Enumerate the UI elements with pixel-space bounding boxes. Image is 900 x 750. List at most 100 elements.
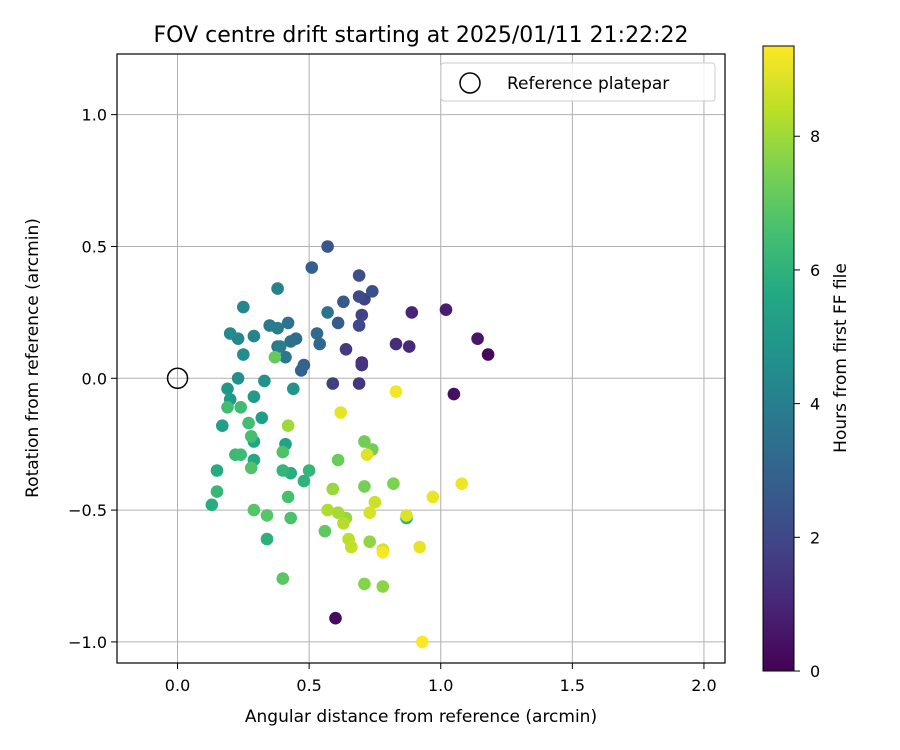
scatter-point	[268, 350, 282, 364]
scatter-point	[355, 308, 369, 322]
scatter-point	[439, 303, 453, 317]
x-tick-label: 1.5	[560, 676, 585, 695]
scatter-point	[271, 321, 284, 335]
plot-frame	[116, 53, 726, 664]
scatter-point	[334, 406, 348, 419]
scatter-point	[389, 385, 403, 398]
scatter-point	[337, 295, 350, 309]
scatter-point	[237, 300, 250, 314]
scatter-point	[279, 350, 292, 364]
scatter-point	[273, 340, 287, 353]
scatter-point	[337, 517, 350, 530]
legend-box	[440, 62, 716, 102]
scatter-point	[360, 448, 374, 462]
scatter-point	[352, 377, 366, 390]
scatter-point	[331, 316, 345, 330]
grid-lines	[117, 54, 725, 663]
scatter-point	[481, 348, 495, 361]
scatter-point	[221, 382, 234, 396]
scatter-point	[302, 464, 316, 477]
scatter-point	[447, 387, 461, 401]
y-tick-label: 0.5	[82, 237, 107, 256]
y-tick-label: −0.5	[68, 501, 107, 520]
scatter-point	[376, 546, 390, 559]
scatter-point	[426, 490, 440, 504]
scatter-point	[284, 511, 298, 525]
scatter-point	[284, 335, 298, 348]
scatter-point	[247, 503, 261, 517]
scatter-point	[339, 343, 353, 356]
scatter-point	[247, 390, 261, 404]
scatter-point	[271, 282, 284, 295]
scatter-point	[355, 358, 369, 372]
x-tick-label: 2.0	[691, 676, 716, 695]
scatter-point	[205, 498, 219, 512]
scatter-point	[281, 419, 295, 433]
colorbar-tick-label: 0	[810, 662, 820, 681]
scatter-point	[276, 464, 290, 477]
colorbar-ticks: 0 2 4 6 8	[794, 127, 820, 681]
scatter-point	[255, 411, 269, 425]
scatter-point	[326, 482, 340, 496]
data-points	[166, 240, 495, 649]
y-axis-label: Rotation from reference (arcmin)	[23, 218, 43, 498]
scatter-point	[413, 540, 427, 554]
scatter-point	[352, 290, 366, 303]
scatter-point	[242, 416, 255, 430]
x-tick-label: 0.0	[165, 676, 190, 695]
scatter-point	[321, 306, 334, 319]
scatter-point	[329, 611, 342, 625]
scatter-point	[244, 430, 258, 443]
scatter-point	[387, 477, 400, 491]
scatter-point	[305, 261, 319, 274]
scatter-point	[321, 503, 334, 517]
scatter-point	[455, 477, 469, 491]
scatter-point	[376, 580, 390, 593]
scatter-point	[244, 461, 258, 475]
scatter-point	[297, 474, 311, 488]
scatter-point	[331, 453, 345, 467]
scatter-point	[234, 448, 247, 462]
colorbar-tick-label: 6	[810, 261, 820, 280]
scatter-point	[237, 348, 250, 361]
scatter-point	[260, 532, 274, 546]
colorbar-gradient	[762, 45, 795, 672]
y-tick-label: 0.0	[82, 369, 107, 388]
scatter-point	[276, 572, 290, 585]
y-tick-label: −1.0	[68, 633, 107, 652]
legend: Reference platepar	[440, 62, 716, 102]
scatter-point	[363, 535, 377, 548]
scatter-point	[352, 319, 366, 332]
x-tick-label: 0.5	[296, 676, 321, 695]
scatter-point	[258, 374, 271, 388]
scatter-point	[368, 495, 382, 509]
scatter-point	[281, 316, 295, 330]
scatter-point	[352, 269, 366, 282]
scatter-point	[389, 337, 403, 351]
scatter-point	[400, 509, 413, 522]
scatter-point	[216, 419, 229, 433]
scatter-point	[221, 401, 234, 414]
scatter-point	[326, 377, 340, 390]
scatter-point	[402, 340, 416, 353]
scatter-point	[276, 445, 290, 459]
x-tick-label: 1.0	[428, 676, 453, 695]
legend-marker-reference	[459, 72, 481, 94]
x-axis-ticks: 0.0 0.5 1.0 1.5 2.0	[165, 663, 717, 695]
scatter-point	[281, 490, 295, 504]
x-axis-label: Angular distance from reference (arcmin)	[245, 707, 597, 727]
colorbar-label: Hours from first FF file	[831, 263, 851, 453]
scatter-point	[231, 372, 245, 385]
y-axis-ticks: −1.0 −0.5 0.0 0.5 1.0	[68, 106, 117, 652]
colorbar-tick-label: 2	[810, 528, 820, 547]
colorbar-tick-label: 8	[810, 127, 820, 146]
scatter-point	[363, 506, 377, 519]
reference-platepar-marker	[166, 367, 189, 390]
scatter-point	[260, 509, 274, 522]
scatter-point	[345, 540, 358, 554]
scatter-point	[223, 327, 237, 340]
scatter-point	[366, 285, 379, 298]
scatter-point	[321, 240, 334, 253]
y-tick-label: 1.0	[82, 106, 107, 125]
